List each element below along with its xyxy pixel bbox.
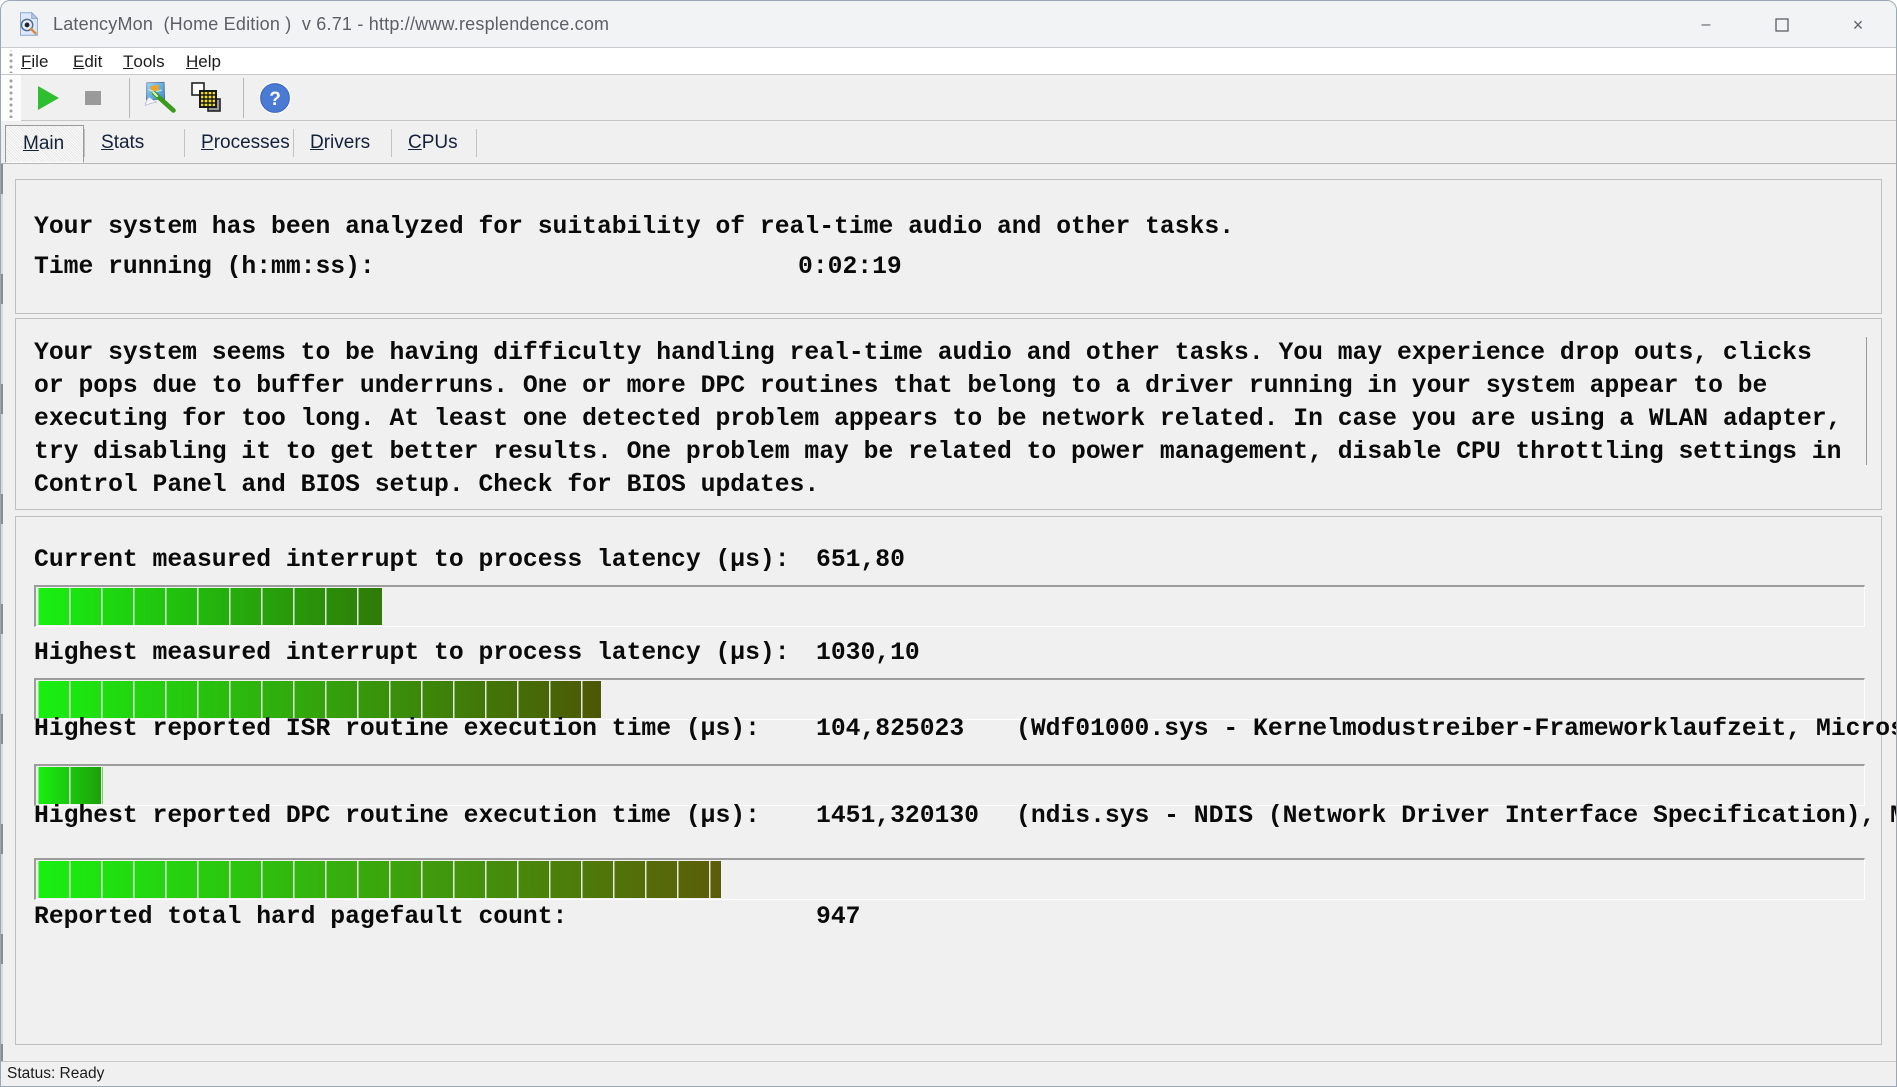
svg-text:?: ? <box>269 89 281 110</box>
